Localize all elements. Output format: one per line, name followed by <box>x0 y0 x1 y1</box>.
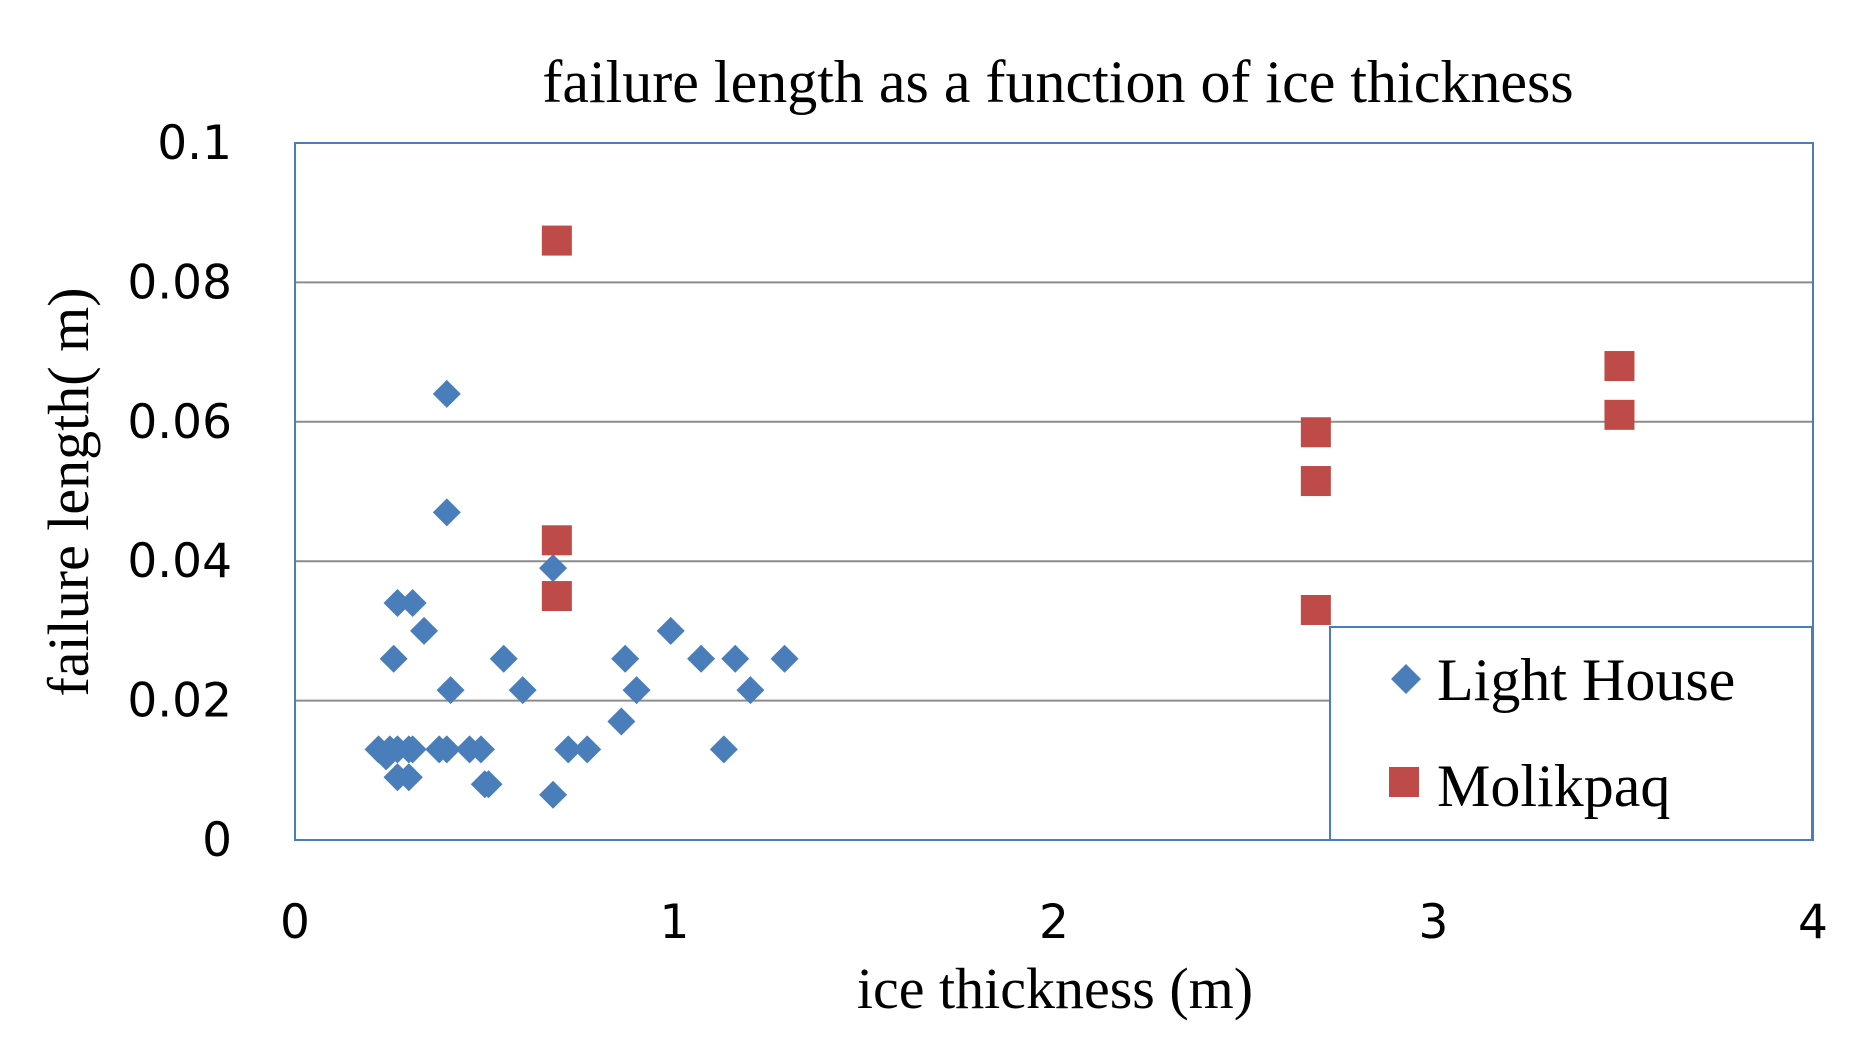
legend: Light House Molikpaq <box>1329 626 1813 841</box>
molikpaq-point <box>541 525 572 556</box>
light-house-point <box>770 644 799 673</box>
light-house-point <box>466 735 495 764</box>
light-house-point <box>539 554 568 583</box>
y-tick-label: 0.02 <box>127 674 232 729</box>
y-axis-ticks: 0 0.02 0.04 0.06 0.08 0.1 <box>127 116 232 868</box>
x-tick-label: 1 <box>660 895 690 950</box>
x-tick-label: 3 <box>1419 895 1449 950</box>
molikpaq-point <box>541 225 572 256</box>
molikpaq-point <box>1300 594 1331 625</box>
light-house-point <box>489 644 518 673</box>
light-house-point <box>398 735 427 764</box>
light-house-point <box>709 735 738 764</box>
light-house-point <box>611 644 640 673</box>
light-house-point <box>539 780 568 809</box>
light-house-point <box>432 735 461 764</box>
light-house-point <box>379 644 408 673</box>
legend-label-light-house: Light House <box>1437 647 1735 713</box>
chart-title: failure length as a function of ice thic… <box>542 49 1573 115</box>
legend-label-molikpaq: Molikpaq <box>1437 753 1670 819</box>
points-layer <box>364 225 1635 809</box>
molikpaq-point <box>1604 399 1635 430</box>
x-axis-label: ice thickness (m) <box>857 956 1253 1021</box>
light-house-point <box>622 676 651 705</box>
y-tick-label: 0 <box>202 813 232 868</box>
x-tick-label: 4 <box>1798 895 1828 950</box>
light-house-point <box>607 707 636 736</box>
light-house-point <box>573 735 602 764</box>
light-house-point <box>398 589 427 618</box>
molikpaq-point <box>541 581 572 612</box>
y-tick-label: 0.1 <box>157 116 232 171</box>
light-house-point <box>656 616 685 645</box>
y-tick-label: 0.04 <box>127 534 232 589</box>
light-house-point <box>508 676 537 705</box>
molikpaq-point <box>1300 417 1331 448</box>
light-house-point <box>432 379 461 408</box>
light-house-point <box>687 644 716 673</box>
plot-frame <box>294 142 1814 841</box>
light-house-point <box>436 676 465 705</box>
molikpaq-point <box>1604 351 1635 382</box>
y-axis-label: failure length( m) <box>36 287 101 696</box>
x-axis-ticks: 0 1 2 3 4 <box>280 895 1828 950</box>
light-house-point <box>432 498 461 527</box>
molikpaq-point <box>1300 466 1331 497</box>
light-house-point <box>410 616 439 645</box>
legend-box <box>1329 626 1813 841</box>
light-house-point <box>474 770 503 799</box>
y-tick-label: 0.08 <box>127 255 232 310</box>
legend-marker-molikpaq <box>1389 767 1419 797</box>
light-house-point <box>394 763 423 792</box>
light-house-point <box>721 644 750 673</box>
y-tick-label: 0.06 <box>127 395 232 450</box>
legend-marker-light-house <box>1391 664 1421 694</box>
light-house-point <box>554 735 583 764</box>
light-house-point <box>736 676 765 705</box>
light-house-point <box>383 589 412 618</box>
x-tick-label: 0 <box>280 895 310 950</box>
x-tick-label: 2 <box>1039 895 1069 950</box>
